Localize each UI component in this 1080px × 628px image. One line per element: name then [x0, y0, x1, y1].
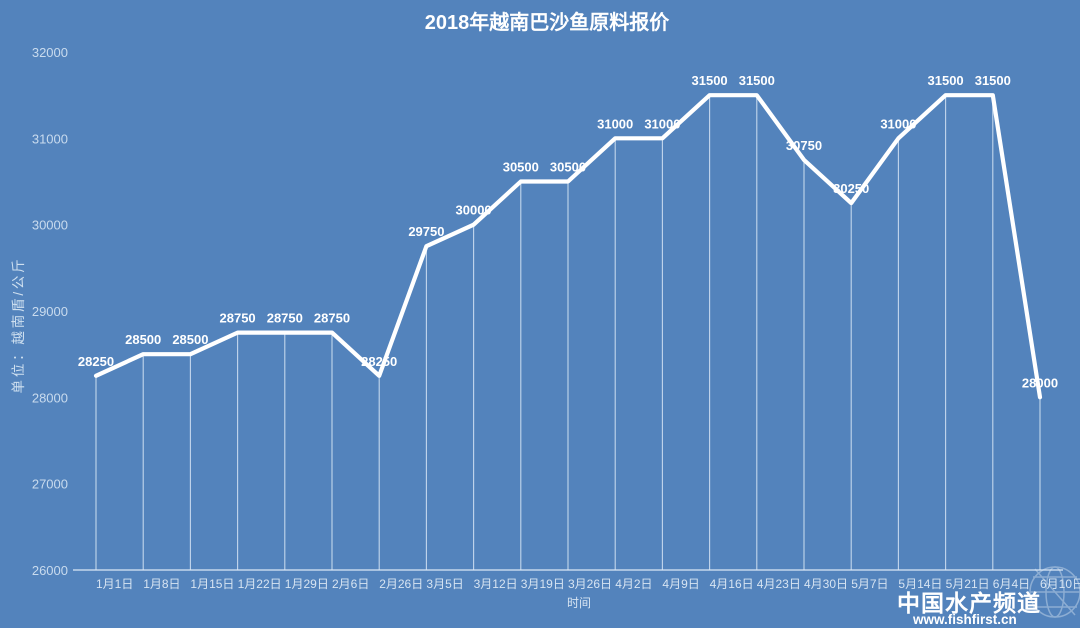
svg-text:2月26日: 2月26日	[379, 577, 423, 591]
svg-text:32000: 32000	[32, 45, 68, 60]
svg-text:30500: 30500	[550, 160, 586, 175]
svg-text:31000: 31000	[597, 116, 633, 131]
svg-text:3月12日: 3月12日	[474, 577, 518, 591]
svg-text:1月1日: 1月1日	[96, 577, 133, 591]
svg-text:3月19日: 3月19日	[521, 577, 565, 591]
svg-text:30250: 30250	[833, 181, 869, 196]
svg-text:3月26日: 3月26日	[568, 577, 612, 591]
svg-text:31500: 31500	[975, 73, 1011, 88]
svg-text:4月9日: 4月9日	[662, 577, 699, 591]
svg-text:2月6日: 2月6日	[332, 577, 369, 591]
svg-text:3月5日: 3月5日	[426, 577, 463, 591]
svg-text:28750: 28750	[267, 311, 303, 326]
svg-text:1月15日: 1月15日	[190, 577, 234, 591]
svg-text:时间: 时间	[567, 596, 591, 610]
svg-text:28500: 28500	[125, 332, 161, 347]
svg-text:1月29日: 1月29日	[285, 577, 329, 591]
svg-text:30750: 30750	[786, 138, 822, 153]
svg-text:5月7日: 5月7日	[851, 577, 888, 591]
svg-text:31500: 31500	[928, 73, 964, 88]
svg-text:29750: 29750	[408, 224, 444, 239]
svg-text:2018年越南巴沙鱼原料报价: 2018年越南巴沙鱼原料报价	[425, 10, 670, 34]
svg-text:28750: 28750	[220, 311, 256, 326]
svg-text:28250: 28250	[361, 354, 397, 369]
svg-text:29000: 29000	[32, 304, 68, 319]
svg-text:28500: 28500	[172, 332, 208, 347]
svg-text:30000: 30000	[32, 218, 68, 233]
svg-text:30500: 30500	[503, 160, 539, 175]
svg-text:30000: 30000	[456, 203, 492, 218]
svg-text:4月16日: 4月16日	[710, 577, 754, 591]
svg-text:4月2日: 4月2日	[615, 577, 652, 591]
svg-text:28750: 28750	[314, 311, 350, 326]
svg-text:31000: 31000	[880, 116, 916, 131]
svg-text:28000: 28000	[32, 390, 68, 405]
svg-text:31500: 31500	[692, 73, 728, 88]
svg-text:4月30日: 4月30日	[804, 577, 848, 591]
svg-text:31500: 31500	[739, 73, 775, 88]
svg-text:www.fishfirst.cn: www.fishfirst.cn	[912, 612, 1017, 627]
svg-text:31000: 31000	[644, 116, 680, 131]
svg-text:4月23日: 4月23日	[757, 577, 801, 591]
svg-text:28000: 28000	[1022, 375, 1058, 390]
svg-text:27000: 27000	[32, 477, 68, 492]
svg-text:26000: 26000	[32, 563, 68, 578]
svg-text:1月8日: 1月8日	[143, 577, 180, 591]
svg-text:31000: 31000	[32, 131, 68, 146]
svg-text:1月22日: 1月22日	[238, 577, 282, 591]
svg-text:28250: 28250	[78, 354, 114, 369]
